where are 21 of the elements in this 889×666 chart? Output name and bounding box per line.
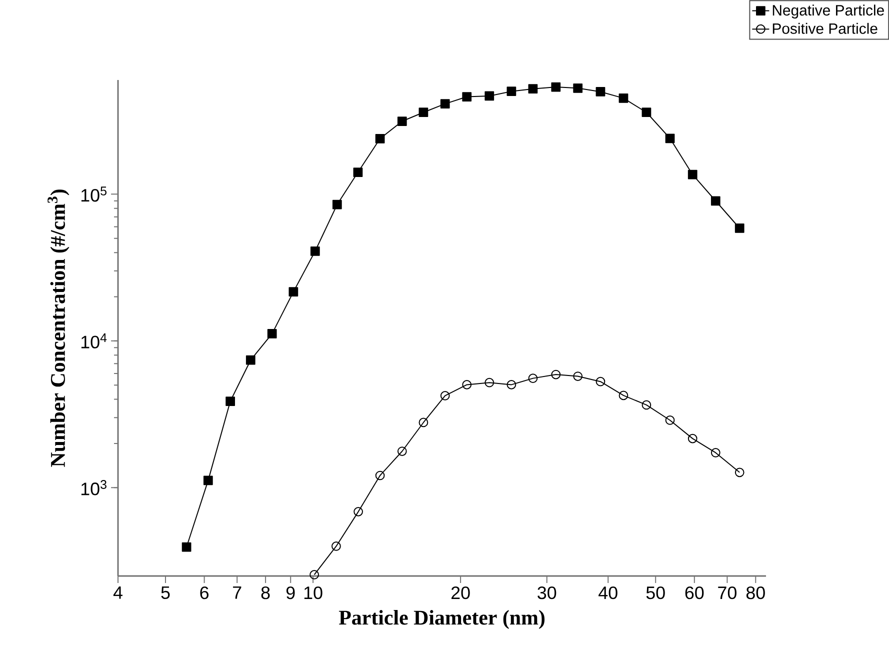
y-tick-label: 10$^{3}$ (81, 480, 106, 496)
x-tick-label: 4 (113, 586, 122, 599)
x-tick-label: 9 (286, 586, 295, 600)
x-tick-label: 7 (233, 586, 242, 599)
x-tick-label: 8 (261, 586, 270, 600)
x-tick-label: 70 (718, 586, 736, 600)
y-tick-label: 10$^{4}$ (81, 333, 107, 348)
y-tick-label: 10$^{5}$ (81, 186, 106, 202)
x-tick-label: 30 (538, 586, 556, 600)
x-axis-title: Particle Diameter (nm) (338, 610, 545, 629)
legend-label: Positive Particle (772, 22, 878, 34)
y-axis-title: Number Concentration (#/cm$^{3}$) (48, 190, 70, 467)
x-tick-label: 6 (200, 586, 209, 600)
x-tick-label: 40 (598, 586, 618, 600)
x-tick-label: 10 (304, 586, 322, 600)
x-tick-label: 60 (685, 586, 704, 600)
x-tick-label: 50 (646, 586, 665, 600)
legend-label: Negative Particle (772, 4, 884, 19)
x-tick-label: 20 (451, 586, 470, 600)
x-tick-label: 5 (161, 586, 170, 599)
x-tick-label: 80 (746, 586, 765, 600)
